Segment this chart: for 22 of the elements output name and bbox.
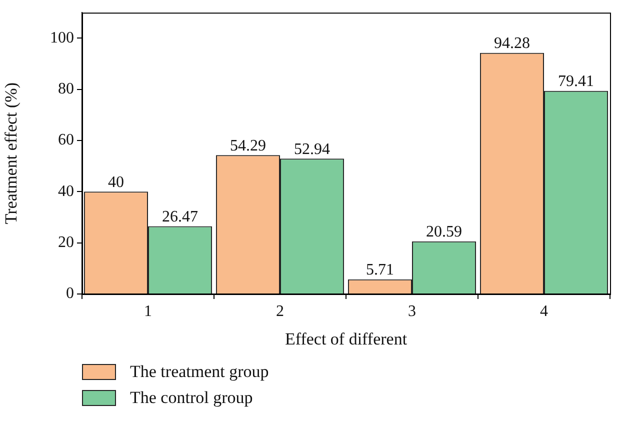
y-tick-label: 40 (58, 182, 74, 200)
data-label: 79.41 (558, 73, 594, 90)
data-label: 40 (108, 174, 124, 191)
x-tick-label: 3 (408, 302, 416, 320)
data-label: 5.71 (366, 262, 394, 279)
legend-label: The treatment group (130, 362, 269, 382)
legend-label: The control group (130, 388, 253, 408)
y-tick-label: 100 (50, 29, 74, 46)
y-axis-title: Treatment effect (%) (2, 82, 21, 224)
data-label: 20.59 (426, 224, 462, 241)
x-tick-label: 2 (276, 302, 284, 320)
x-tick-label: 4 (540, 302, 548, 320)
data-label: 94.28 (494, 35, 530, 52)
data-label: 54.29 (230, 137, 266, 154)
x-axis-title: Effect of different (284, 329, 408, 348)
data-label: 26.47 (162, 208, 198, 226)
y-tick-label: 80 (58, 80, 74, 98)
data-label: 52.94 (294, 140, 330, 158)
x-tick-label: 1 (144, 302, 152, 320)
y-tick-label: 0 (66, 285, 74, 302)
y-tick-label: 20 (58, 234, 74, 252)
y-tick-label: 60 (58, 132, 74, 149)
